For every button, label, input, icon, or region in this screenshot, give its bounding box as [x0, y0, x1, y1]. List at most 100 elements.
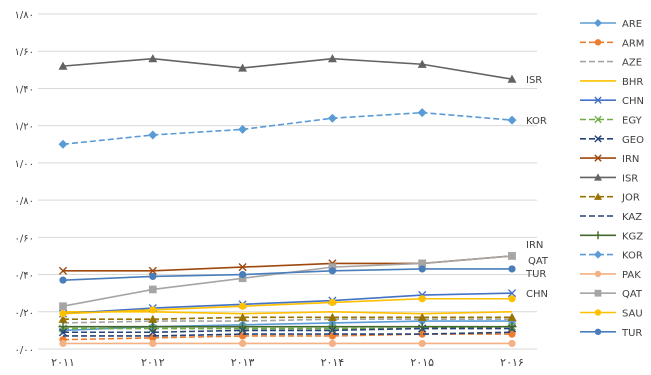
legend-label: KAZ: [622, 212, 642, 223]
legend-item-kor: KOR: [580, 250, 643, 262]
legend-item-sau: SAU: [580, 309, 643, 320]
series-kor: [58, 108, 517, 149]
marker: [418, 265, 426, 273]
marker: [328, 339, 336, 348]
series-line: [62, 333, 512, 341]
legend-label: KOR: [622, 251, 643, 262]
marker: [507, 74, 517, 83]
marker: [238, 124, 248, 134]
marker: [238, 63, 248, 72]
marker: [59, 339, 67, 348]
y-tick-label: ۱/۶۰: [15, 47, 34, 58]
legend-label: EGY: [622, 116, 643, 127]
end-label-isr: ISR: [526, 75, 542, 86]
end-label-qat: QAT: [528, 256, 549, 267]
marker: [507, 115, 517, 125]
legend-label: ARE: [622, 19, 642, 30]
legend-label: KGZ: [622, 231, 643, 242]
marker: [59, 310, 67, 318]
end-label-kor: KOR: [526, 116, 547, 127]
marker: [238, 263, 247, 272]
series-kgz: [58, 322, 517, 332]
marker: [328, 298, 336, 307]
marker: [594, 328, 602, 335]
series-line: [62, 268, 512, 281]
marker: [594, 250, 602, 259]
marker: [59, 302, 67, 311]
legend-label: PAK: [622, 270, 641, 281]
marker: [508, 265, 516, 273]
marker: [149, 306, 157, 314]
marker: [148, 130, 158, 140]
legend-item-egy: EGY: [580, 116, 643, 127]
legend-label: CHN: [622, 96, 644, 107]
marker: [594, 192, 602, 200]
y-tick-label: ۱/۴۰: [15, 84, 34, 95]
legend-item-irn: IRN: [580, 154, 639, 165]
y-tick-label: ۰/۴۰: [15, 271, 34, 282]
y-tick-label: ۰/۶۰: [15, 233, 34, 244]
series-line: [62, 318, 512, 324]
marker: [328, 267, 336, 275]
marker: [594, 173, 602, 181]
marker: [58, 314, 68, 323]
legend-item-are: ARE: [580, 19, 642, 30]
marker: [148, 266, 157, 275]
y-tick-label: ۰/۲۰: [15, 308, 34, 319]
y-tick-label: ۱/۰۰: [15, 159, 34, 170]
y-tick-label: ۱/۸۰: [15, 10, 34, 21]
legend: ARE ARM AZE BHR CHN EGY GEO IRN ISR JOR KAZ KGZ KOR P…: [580, 19, 644, 339]
end-label-chn: CHN: [526, 289, 548, 300]
legend-label: JOR: [621, 193, 640, 204]
marker: [594, 135, 602, 143]
marker: [594, 39, 602, 46]
series-kaz: [63, 331, 513, 337]
x-tick-label: ۲۰۱۶: [500, 356, 524, 369]
marker: [594, 154, 602, 162]
marker: [58, 61, 68, 70]
legend-item-isr: ISR: [580, 173, 638, 184]
legend-item-jor: JOR: [580, 192, 640, 204]
marker: [148, 54, 158, 63]
marker: [149, 339, 157, 348]
legend-item-qat: QAT: [580, 289, 643, 300]
legend-item-kaz: KAZ: [580, 212, 642, 223]
legend-item-bhr: BHR: [580, 77, 643, 88]
marker: [58, 266, 68, 275]
legend-label: QAT: [622, 289, 643, 300]
series-line: [62, 111, 513, 146]
marker: [418, 295, 426, 303]
marker: [418, 259, 427, 268]
marker: [238, 312, 248, 321]
series-jor: [58, 312, 517, 323]
y-tick-label: ۱/۲۰: [15, 122, 34, 133]
x-tick-label: ۲۰۱۴: [321, 356, 345, 369]
marker: [239, 339, 247, 348]
series-line: [63, 327, 512, 334]
series-line: [63, 331, 513, 337]
marker: [327, 54, 337, 63]
legend-label: SAU: [622, 309, 643, 320]
end-label-tur: TUR: [525, 269, 546, 280]
marker: [508, 295, 516, 303]
legend-item-aze: AZE: [580, 58, 642, 69]
marker: [594, 115, 602, 124]
series-tur: [59, 265, 516, 284]
marker: [417, 312, 427, 321]
legend-item-tur: TUR: [580, 328, 642, 339]
series-pak: [59, 339, 516, 348]
marker: [594, 19, 602, 27]
x-tick-label: ۲۰۱۵: [410, 356, 434, 369]
marker: [239, 302, 247, 310]
marker: [58, 139, 68, 149]
series-line: [62, 292, 513, 315]
marker: [594, 96, 602, 104]
marker: [508, 339, 516, 348]
marker: [507, 312, 517, 321]
legend-label: TUR: [621, 328, 642, 339]
legend-item-kgz: KGZ: [580, 231, 643, 242]
legend-label: ARM: [622, 38, 644, 49]
marker: [239, 270, 247, 279]
legend-item-arm: ARM: [580, 38, 644, 49]
